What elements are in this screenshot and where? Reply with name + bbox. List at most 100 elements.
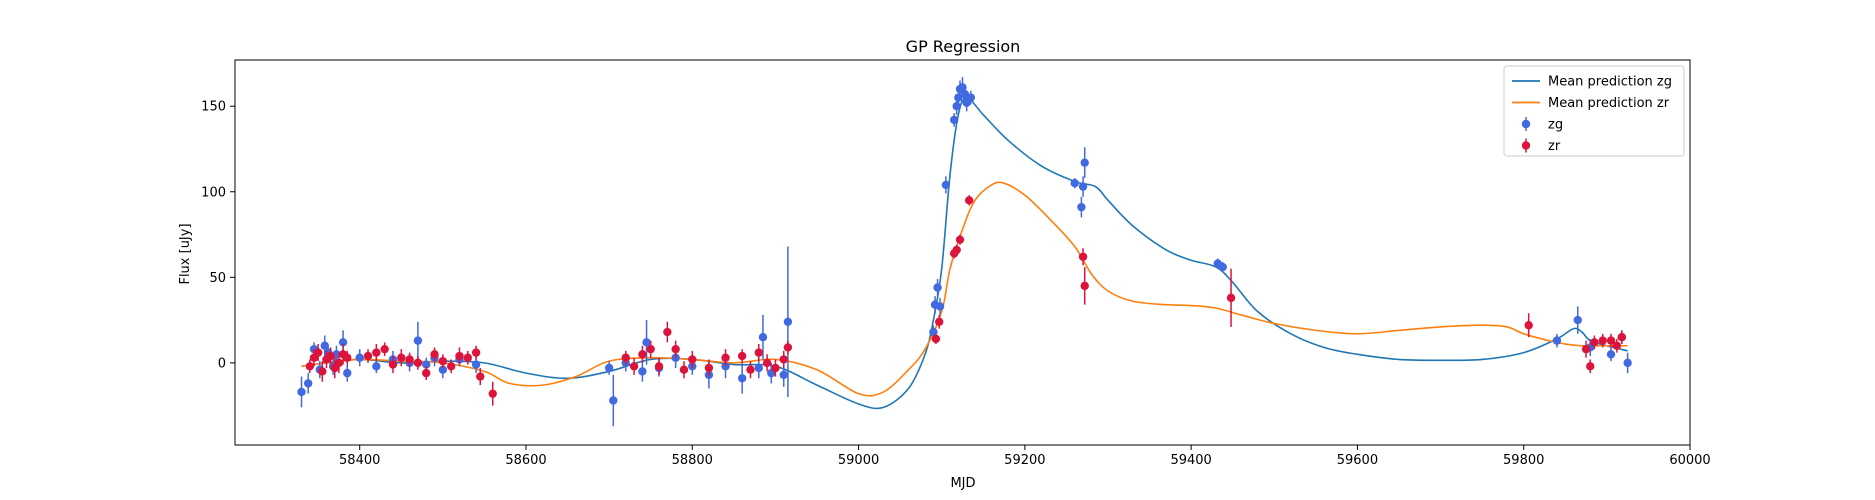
data-point-zg (952, 102, 961, 111)
data-point-zr (476, 372, 485, 381)
data-point-zr (343, 353, 352, 362)
data-point-zg (422, 360, 431, 369)
data-point-zr (671, 344, 680, 354)
data-point-zr (438, 356, 448, 366)
data-point-zr (1617, 333, 1627, 342)
data-point-zr (964, 196, 974, 205)
axes: 58400 58600 58800 59000 59200 59400 59600 59800… (201, 59, 1711, 468)
data-point-zr (305, 362, 315, 371)
data-point-zr (413, 358, 423, 368)
data-point-zr (397, 353, 406, 362)
data-point-zr (654, 362, 664, 371)
data-point-zr (372, 348, 381, 357)
x-axis-label: MJD (950, 476, 975, 491)
data-point-zg (297, 387, 306, 397)
y-tick-label: 50 (209, 271, 226, 286)
data-point-zg (638, 367, 647, 376)
data-point-zr (1606, 336, 1616, 345)
data-point-zg (1077, 202, 1086, 212)
data-point-zg (320, 341, 329, 350)
data-point-zg (1078, 182, 1088, 191)
data-point-zr (334, 358, 344, 368)
x-tick-label: 58600 (505, 453, 546, 468)
data-point-zr (1078, 252, 1088, 261)
data-point-zr (1612, 341, 1622, 350)
data-point-zg (779, 370, 788, 380)
series-points-zr (305, 195, 1627, 406)
data-point-zg (935, 302, 945, 311)
data-point-zr (762, 358, 772, 368)
data-point-zr (1080, 281, 1089, 291)
data-point-zr (313, 348, 323, 357)
data-point-zr (1598, 336, 1607, 345)
data-point-zr (688, 355, 697, 364)
data-point-zg (754, 363, 763, 373)
data-point-zg (604, 363, 614, 373)
x-tick-label: 59600 (1337, 453, 1378, 468)
y-axis-label: Flux [uJy] (178, 223, 193, 284)
x-tick-label: 58800 (672, 453, 713, 468)
data-point-zg (1573, 315, 1582, 325)
legend-label-mean-prediction-zg: Mean prediction zg (1548, 75, 1672, 90)
data-point-zr (318, 367, 327, 376)
y-tick-label: 100 (201, 185, 226, 200)
data-point-zr (621, 353, 630, 362)
x-tick-label: 59200 (1004, 453, 1045, 468)
y-tick-label: 0 (218, 356, 226, 371)
data-point-zg (933, 283, 942, 292)
data-point-zr (463, 353, 472, 362)
data-point-zg (413, 336, 423, 345)
data-point-zg (372, 362, 381, 371)
plot-frame (234, 59, 1691, 446)
legend: Mean prediction zg Mean prediction zr zg zr (1503, 65, 1685, 157)
data-point-zr (380, 344, 389, 354)
data-point-zr (931, 334, 941, 344)
data-point-zr (955, 235, 965, 244)
data-point-zr (455, 351, 464, 361)
data-point-zg (1623, 358, 1632, 368)
data-point-zr (935, 317, 944, 326)
data-point-zr (779, 355, 788, 364)
data-point-zr (405, 355, 414, 364)
x-tick-label: 59400 (1170, 453, 1211, 468)
data-point-zr (783, 343, 793, 352)
plot-content (297, 77, 1632, 427)
x-tick-label: 58400 (339, 453, 380, 468)
legend-marker-zr (1521, 141, 1531, 150)
legend-marker-zg (1521, 119, 1531, 129)
data-point-zg (1070, 179, 1079, 188)
data-point-zr (721, 353, 730, 362)
data-point-zr (1581, 344, 1591, 354)
x-tick-label: 60000 (1669, 453, 1710, 468)
chart-title: GP Regression (906, 37, 1021, 56)
data-point-zr (679, 365, 689, 374)
data-point-zg (343, 368, 352, 378)
data-point-zg (1552, 336, 1562, 345)
data-point-zr (771, 363, 780, 373)
data-point-zr (638, 350, 647, 359)
data-point-zg (1606, 350, 1616, 359)
data-point-zr (1590, 338, 1599, 347)
legend-box (1503, 65, 1685, 157)
data-point-zg (338, 338, 348, 347)
legend-label-zg: zg (1548, 118, 1563, 133)
data-point-zr (430, 350, 439, 359)
data-point-zg (1218, 262, 1227, 272)
x-tick-label: 59800 (1503, 453, 1544, 468)
data-point-zg (758, 333, 768, 342)
data-point-zg (783, 317, 793, 326)
data-point-zg (737, 374, 747, 383)
data-point-zr (1226, 293, 1236, 303)
data-point-zg (1080, 158, 1089, 167)
series-points-zg (297, 77, 1632, 427)
series-line-mean-prediction-zr (301, 181, 1628, 397)
data-point-zg (303, 379, 313, 388)
legend-label-mean-prediction-zr: Mean prediction zr (1548, 96, 1670, 111)
data-point-zr (422, 368, 431, 378)
data-point-zg (642, 338, 651, 347)
plot-area (297, 77, 1632, 427)
data-point-zr (388, 360, 398, 369)
data-point-zg (949, 115, 959, 125)
y-tick-label: 150 (201, 100, 226, 115)
